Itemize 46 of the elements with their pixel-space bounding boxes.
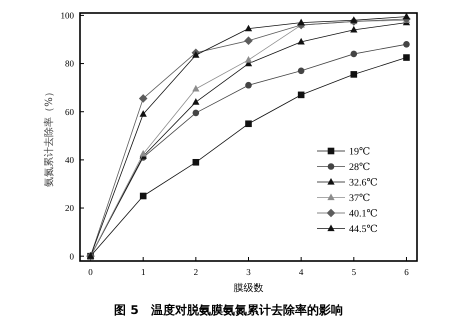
point: [244, 24, 252, 32]
x-tick-label: 1: [140, 267, 146, 277]
point: [403, 54, 410, 61]
x-tick-label: 6: [404, 267, 410, 277]
y-tick-label: 100: [60, 10, 74, 21]
point: [403, 41, 410, 48]
x-tick-label: 0: [88, 267, 94, 277]
point: [245, 120, 252, 128]
x-axis-title: 膜级数: [234, 282, 264, 294]
x-tick-label: 3: [246, 267, 252, 277]
point: [140, 150, 147, 156]
point: [350, 26, 358, 32]
point: [140, 192, 146, 200]
point: [192, 51, 200, 58]
point: [192, 84, 200, 92]
y-tick-label: 60: [65, 106, 74, 117]
point: [140, 110, 147, 117]
point: [298, 38, 305, 45]
y-tick-label: 20: [65, 203, 74, 214]
point: [350, 71, 358, 78]
y-tick-label: 0: [70, 251, 74, 262]
point: [244, 56, 252, 63]
point: [192, 98, 200, 105]
point: [192, 110, 200, 116]
y-tick-label: 40: [65, 155, 74, 166]
point: [245, 82, 252, 89]
point: [298, 18, 305, 26]
point: [350, 50, 358, 58]
point: [298, 92, 304, 98]
legend-label: 32.6℃: [349, 178, 378, 188]
point: [244, 36, 253, 45]
point: [402, 12, 410, 20]
x-tick-label: 2: [194, 267, 198, 277]
legend-label: 28℃: [349, 162, 370, 173]
x-tick-label: 4: [298, 267, 304, 277]
point: [192, 158, 200, 166]
point: [138, 94, 148, 103]
legend-label: 44.5℃: [349, 224, 378, 235]
y-tick-label: 80: [65, 58, 74, 69]
legend-label: 40.1℃: [349, 208, 378, 220]
point: [298, 67, 304, 74]
legend-label: 19℃: [349, 146, 370, 158]
text: 图 5 温度对脱氨膜氨氮累计去除率的影响: [114, 303, 343, 317]
x-tick-label: 5: [352, 267, 357, 277]
y-axis-title: 氨氮累计去除率（%）: [43, 87, 55, 187]
legend-label: 37℃: [349, 193, 370, 204]
